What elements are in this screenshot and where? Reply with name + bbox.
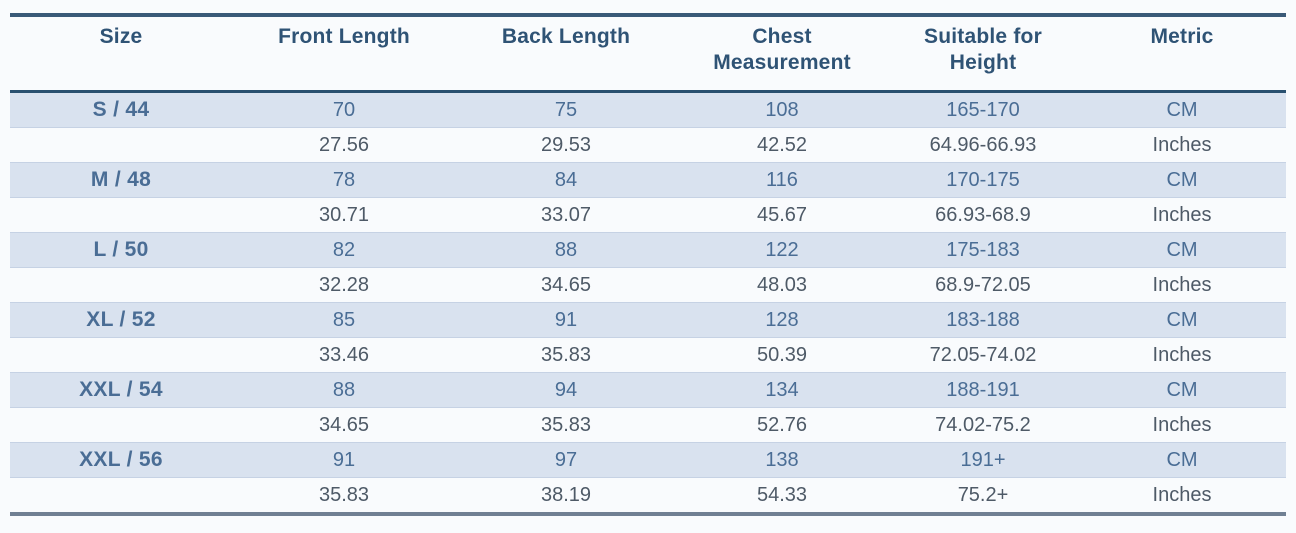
table-row: XL / 52 85 91 128 183-188 CM <box>10 302 1286 338</box>
cell-metric: CM <box>1078 162 1286 198</box>
column-header-front-length: Front Length <box>232 15 456 93</box>
cell-front-length: 91 <box>232 442 456 478</box>
cell-metric: CM <box>1078 232 1286 268</box>
cell-back-length: 88 <box>456 232 676 268</box>
cell-suitable-for-height: 74.02-75.2 <box>935 413 1031 436</box>
cell-chest-measurement: 45.67 <box>756 203 808 226</box>
cell-metric: CM <box>1078 372 1286 408</box>
cell-chest-measurement: 52.76 <box>756 413 808 436</box>
cell-suitable-for-height: 75.2+ <box>957 483 1009 506</box>
table-header: Size Front Length Back Length Chest Measure… <box>10 15 1286 93</box>
cell-front-length: 88 <box>232 372 456 408</box>
cell-front-length: 35.83 <box>318 483 370 506</box>
cell-chest-measurement: 128 <box>676 302 888 338</box>
column-header-chest-measurement: Chest Measurement <box>676 15 888 93</box>
cell-size <box>10 198 232 233</box>
cell-size: XL / 52 <box>10 302 232 338</box>
cell-suitable-for-height: 188-191 <box>888 372 1078 408</box>
table-row: L / 50 82 88 122 175-183 CM <box>10 232 1286 268</box>
cell-front-length: 27.56 <box>318 133 370 156</box>
cell-front-length: 34.65 <box>318 413 370 436</box>
cell-front-length: 70 <box>232 91 456 128</box>
cell-chest-measurement: 138 <box>676 442 888 478</box>
header-row: Size Front Length Back Length Chest Measure… <box>10 15 1286 93</box>
cell-front-length: 30.71 <box>318 203 370 226</box>
cell-metric: CM <box>1078 302 1286 338</box>
cell-suitable-for-height: 170-175 <box>888 162 1078 198</box>
cell-size: S / 44 <box>10 91 232 128</box>
cell-suitable-for-height: 66.93-68.9 <box>935 203 1031 226</box>
cell-front-length: 78 <box>232 162 456 198</box>
cell-front-length: 85 <box>232 302 456 338</box>
cell-metric: Inches <box>1152 203 1212 226</box>
column-header-back-length: Back Length <box>456 15 676 93</box>
table-row: 35.83 38.19 54.33 75.2+ Inches <box>10 478 1286 515</box>
cell-back-length: 38.19 <box>540 483 592 506</box>
cell-chest-measurement: 134 <box>676 372 888 408</box>
cell-size <box>10 338 232 373</box>
cell-back-length: 84 <box>456 162 676 198</box>
cell-back-length: 91 <box>456 302 676 338</box>
table-row: S / 44 70 75 108 165-170 CM <box>10 91 1286 128</box>
table-body: S / 44 70 75 108 165-170 CM 27.56 29.53 42.52 64.… <box>10 91 1286 515</box>
cell-chest-measurement: 50.39 <box>756 343 808 366</box>
cell-metric: Inches <box>1152 483 1212 506</box>
cell-back-length: 33.07 <box>540 203 592 226</box>
cell-suitable-for-height: 175-183 <box>888 232 1078 268</box>
table-row: 27.56 29.53 42.52 64.96-66.93 Inches <box>10 128 1286 163</box>
cell-chest-measurement: 122 <box>676 232 888 268</box>
cell-metric: Inches <box>1152 273 1212 296</box>
cell-size <box>10 478 232 515</box>
cell-back-length: 29.53 <box>540 133 592 156</box>
table-row: 34.65 35.83 52.76 74.02-75.2 Inches <box>10 408 1286 443</box>
cell-chest-measurement: 108 <box>676 91 888 128</box>
cell-back-length: 35.83 <box>540 413 592 436</box>
column-header-size: Size <box>10 15 232 93</box>
cell-chest-measurement: 48.03 <box>756 273 808 296</box>
cell-size <box>10 408 232 443</box>
cell-back-length: 97 <box>456 442 676 478</box>
cell-size <box>10 128 232 163</box>
table-row: 32.28 34.65 48.03 68.9-72.05 Inches <box>10 268 1286 303</box>
cell-suitable-for-height: 72.05-74.02 <box>929 343 1037 366</box>
table-row: M / 48 78 84 116 170-175 CM <box>10 162 1286 198</box>
cell-chest-measurement: 116 <box>676 162 888 198</box>
cell-chest-measurement: 54.33 <box>756 483 808 506</box>
cell-chest-measurement: 42.52 <box>756 133 808 156</box>
cell-metric: Inches <box>1152 343 1212 366</box>
cell-suitable-for-height: 68.9-72.05 <box>935 273 1031 296</box>
cell-front-length: 82 <box>232 232 456 268</box>
size-chart-table: Size Front Length Back Length Chest Measure… <box>10 13 1286 516</box>
cell-back-length: 75 <box>456 91 676 128</box>
cell-size: M / 48 <box>10 162 232 198</box>
table-row: XXL / 56 91 97 138 191+ CM <box>10 442 1286 478</box>
cell-size: XXL / 56 <box>10 442 232 478</box>
cell-metric: Inches <box>1152 133 1212 156</box>
cell-metric: CM <box>1078 91 1286 128</box>
cell-back-length: 35.83 <box>540 343 592 366</box>
table-row: XXL / 54 88 94 134 188-191 CM <box>10 372 1286 408</box>
table-row: 33.46 35.83 50.39 72.05-74.02 Inches <box>10 338 1286 373</box>
cell-size: XXL / 54 <box>10 372 232 408</box>
cell-back-length: 34.65 <box>540 273 592 296</box>
cell-suitable-for-height: 64.96-66.93 <box>929 133 1037 156</box>
cell-size <box>10 268 232 303</box>
cell-size: L / 50 <box>10 232 232 268</box>
column-header-metric: Metric <box>1078 15 1286 93</box>
cell-metric: Inches <box>1152 413 1212 436</box>
cell-suitable-for-height: 191+ <box>888 442 1078 478</box>
cell-back-length: 94 <box>456 372 676 408</box>
column-header-suitable-for-height: Suitable for Height <box>888 15 1078 93</box>
table-row: 30.71 33.07 45.67 66.93-68.9 Inches <box>10 198 1286 233</box>
cell-front-length: 33.46 <box>318 343 370 366</box>
cell-suitable-for-height: 183-188 <box>888 302 1078 338</box>
cell-suitable-for-height: 165-170 <box>888 91 1078 128</box>
cell-front-length: 32.28 <box>318 273 370 296</box>
cell-metric: CM <box>1078 442 1286 478</box>
